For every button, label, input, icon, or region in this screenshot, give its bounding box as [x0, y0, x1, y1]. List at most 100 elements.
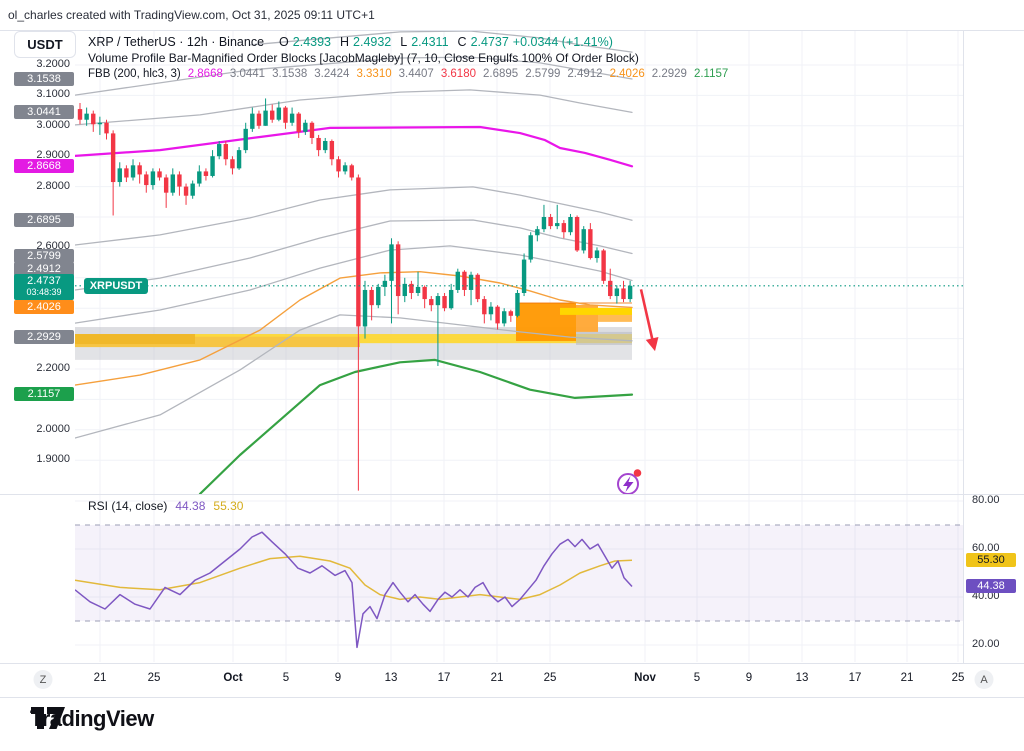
time-axis-label: 5	[282, 672, 290, 684]
fbb-3.1538	[75, 56, 633, 96]
price-axis[interactable]: 3.2000 3.1000 3.0000 2.9000 2.8000 2.6000 2.20…	[0, 30, 80, 494]
currency-toggle-button[interactable]: USDT	[14, 31, 76, 58]
candle	[250, 113, 255, 129]
fbb-bands	[75, 31, 634, 494]
rsi-signal-value: 55.30	[213, 499, 244, 513]
level-price-badge: 2.4912	[14, 261, 74, 276]
candle	[177, 174, 182, 187]
fbb-title: FBB (200, hlc3, 3)	[88, 68, 181, 80]
rsi-band	[75, 524, 963, 622]
candle	[203, 171, 209, 176]
candle	[216, 144, 222, 157]
candle	[568, 217, 573, 233]
level-price-badge: 2.8668	[14, 158, 74, 173]
price-axis-label: 2.8000	[36, 179, 70, 192]
fbb-2.1157	[198, 358, 634, 494]
candle	[535, 229, 540, 236]
time-axis-chip-z[interactable]: Z	[33, 670, 53, 689]
indicator-title: Volume Profile Bar-Magnified Order Block…	[88, 51, 639, 65]
rsi-legend-row[interactable]: RSI (14, close) 44.38 55.30	[88, 499, 243, 513]
fbb-values: 2.8668 3.0441 3.1538 3.2424 3.3310 3.4407 3.61…	[188, 67, 729, 82]
candle	[91, 113, 96, 125]
candle	[475, 274, 480, 300]
candle	[435, 296, 441, 306]
symbol-price-tag: XRPUSDT	[84, 278, 148, 294]
time-axis-label: 21	[900, 672, 914, 684]
rsi-price-axis[interactable]: 80.00 60.00 40.00 20.00 55.30 44.38	[960, 494, 1024, 663]
rsi-value: 44.38	[175, 499, 206, 513]
candle	[614, 288, 620, 297]
candle	[581, 229, 586, 251]
candle	[342, 165, 348, 172]
time-axis-label: 9	[334, 672, 342, 684]
level-price-badge: 2.4026	[14, 299, 74, 314]
candlestick-series	[77, 98, 633, 491]
candle	[130, 165, 136, 178]
fbb-value: 3.4407	[398, 68, 434, 80]
candle	[376, 286, 381, 306]
right-axis-border	[963, 31, 964, 663]
open-value: 2.4393	[292, 35, 331, 49]
pane-separator[interactable]	[0, 494, 1024, 495]
rsi-axis-label: 20.00	[972, 638, 1000, 650]
time-axis-label: Nov	[634, 672, 656, 684]
fbb-2.5799	[75, 219, 633, 291]
candle	[137, 165, 142, 175]
symbol-legend-row[interactable]: XRP / TetherUS · 12h · Binance O 2.4393 H…	[88, 35, 728, 50]
time-axis[interactable]: Z 21 25 Oct 5 9 13 17 21 25 Nov 5 9 13 17 21 25 A	[0, 663, 1024, 697]
time-axis-chip-a[interactable]: A	[974, 670, 994, 689]
rsi-title: RSI (14, close)	[88, 499, 168, 513]
fbb-value: 3.0441	[229, 68, 266, 80]
candle	[369, 289, 374, 306]
candle	[548, 217, 553, 227]
indicator-legend-volume-profile[interactable]: Volume Profile Bar-Magnified Order Block…	[88, 51, 728, 66]
open-label: O	[279, 35, 289, 49]
fbb-value: 3.2424	[314, 68, 350, 80]
candle	[621, 288, 626, 300]
fbb-value: 2.2929	[651, 68, 687, 80]
level-price-badge: 2.6895	[14, 212, 74, 227]
candle	[190, 183, 195, 196]
price-axis-label: 3.0000	[36, 118, 70, 131]
bar-countdown: 03:48:39	[26, 286, 62, 297]
tradingview-logo[interactable]: TradingView	[30, 706, 154, 732]
candle	[574, 217, 580, 251]
time-axis-label: 25	[951, 672, 965, 684]
candle	[448, 289, 454, 309]
lightning-badge-icon[interactable]	[617, 469, 642, 495]
candle	[283, 107, 288, 123]
candle	[197, 171, 202, 184]
candle	[508, 311, 514, 316]
candle	[555, 223, 560, 227]
rsi-value-badge: 44.38	[966, 578, 1016, 593]
candle	[627, 285, 633, 300]
candle	[276, 107, 282, 120]
rsi-series	[75, 531, 633, 649]
candle	[104, 122, 109, 134]
candle	[270, 110, 275, 120]
fbb-value: 2.8668	[187, 68, 223, 80]
time-axis-label: 17	[848, 672, 862, 684]
pane-top-border	[0, 30, 1024, 31]
candle	[323, 141, 328, 151]
sell-arrow-annotation[interactable]	[639, 289, 659, 352]
candle	[468, 274, 474, 290]
price-axis-label: 2.2000	[36, 362, 70, 374]
rsi-value-badge: 55.30	[966, 552, 1016, 567]
candle	[236, 150, 242, 169]
fbb-value: 2.6895	[483, 68, 519, 80]
candle	[329, 141, 335, 160]
level-price-badge: 2.5799	[14, 249, 74, 263]
time-axis-label: 13	[795, 672, 809, 684]
candle	[515, 293, 520, 316]
indicator-legend-fbb[interactable]: FBB (200, hlc3, 3) 2.8668 3.0441 3.1538 3.2…	[88, 67, 728, 82]
candle	[223, 144, 229, 160]
candle	[482, 299, 487, 315]
candle	[528, 235, 533, 260]
time-axis-label: 9	[745, 672, 753, 684]
fbb-3.0441	[75, 89, 633, 126]
candle	[110, 133, 116, 183]
fbb-value: 3.6180	[440, 68, 476, 80]
